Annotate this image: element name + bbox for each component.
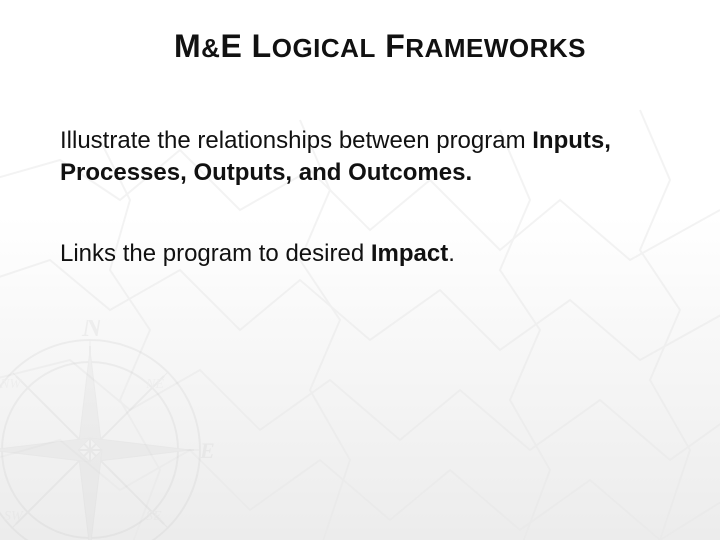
svg-text:NW: NW bbox=[0, 377, 22, 392]
title-text: M&E LOGICAL FRAMEWORKS bbox=[174, 28, 586, 64]
svg-text:SW: SW bbox=[4, 509, 24, 524]
svg-text:N: N bbox=[81, 320, 104, 343]
svg-text:NE: NE bbox=[145, 377, 164, 392]
slide-title: M&E LOGICAL FRAMEWORKS bbox=[100, 28, 660, 65]
svg-text:E: E bbox=[199, 438, 215, 463]
compass-decoration: N E W S NE SE SW NW bbox=[0, 320, 220, 540]
slide-content: M&E LOGICAL FRAMEWORKS Illustrate the re… bbox=[0, 0, 720, 270]
svg-text:SE: SE bbox=[146, 509, 162, 524]
paragraph-1: Illustrate the relationships between pro… bbox=[60, 125, 640, 190]
paragraph-2: Links the program to desired Impact. bbox=[60, 238, 640, 270]
